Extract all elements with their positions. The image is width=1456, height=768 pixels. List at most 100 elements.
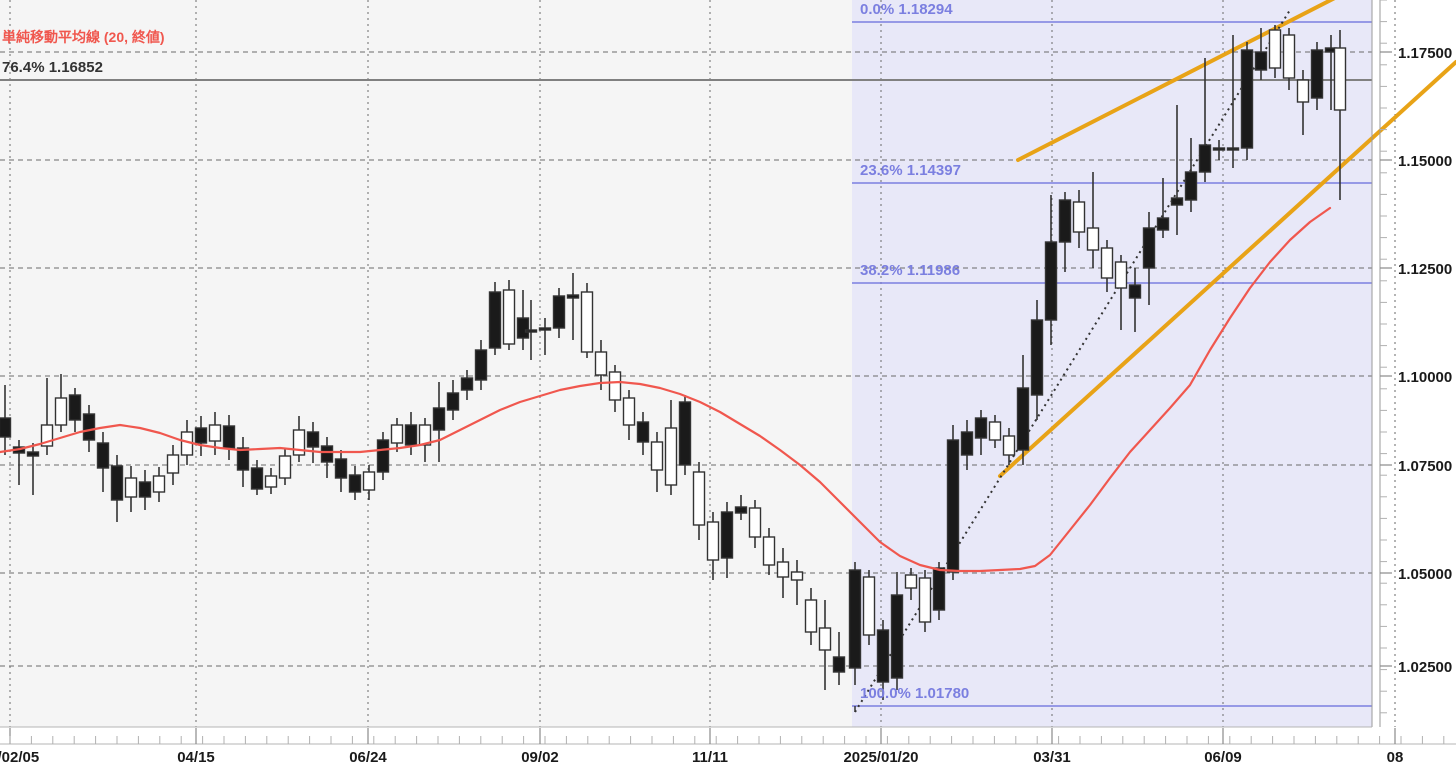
candlestick bbox=[524, 300, 538, 360]
candle-body bbox=[26, 451, 40, 457]
candle-body bbox=[474, 349, 488, 381]
candle-body bbox=[848, 569, 862, 669]
candle-body bbox=[1240, 49, 1254, 149]
candle-body bbox=[376, 439, 390, 473]
candle-body bbox=[1156, 217, 1170, 231]
candle-body bbox=[1184, 171, 1198, 201]
candlestick bbox=[1114, 255, 1128, 330]
candle-body bbox=[552, 295, 566, 329]
candlestick bbox=[124, 466, 138, 512]
candlestick bbox=[306, 422, 320, 463]
candlestick bbox=[580, 283, 594, 358]
candlestick bbox=[1254, 28, 1268, 80]
candlestick bbox=[1333, 30, 1347, 200]
candlestick bbox=[1058, 192, 1072, 272]
candlestick bbox=[932, 562, 946, 620]
candle-body bbox=[292, 429, 306, 456]
candle-body bbox=[622, 397, 636, 426]
candle-body bbox=[138, 481, 152, 498]
candle-body bbox=[832, 656, 846, 673]
candle-body bbox=[446, 392, 460, 411]
candlestick bbox=[1282, 28, 1296, 90]
candlestick bbox=[152, 467, 166, 502]
candle-body bbox=[1128, 284, 1142, 299]
y-axis-tick-label: 1.02500 bbox=[1398, 659, 1452, 676]
candle-body bbox=[1142, 227, 1156, 269]
candlestick bbox=[762, 528, 776, 575]
candlestick bbox=[776, 548, 790, 598]
candle-body bbox=[1254, 51, 1268, 71]
candlestick bbox=[1226, 35, 1240, 168]
candlestick bbox=[890, 572, 904, 690]
candlestick bbox=[608, 365, 622, 412]
candle-body bbox=[264, 475, 278, 488]
candle-body bbox=[306, 431, 320, 448]
candlestick bbox=[974, 410, 988, 455]
candlestick bbox=[138, 470, 152, 510]
candlestick bbox=[790, 560, 804, 605]
candle-body bbox=[0, 417, 12, 438]
y-axis-tick-label: 1.15000 bbox=[1398, 153, 1452, 170]
candlestick bbox=[1212, 140, 1226, 160]
candle-body bbox=[876, 629, 890, 683]
candlestick bbox=[278, 448, 292, 485]
candle-body bbox=[804, 599, 818, 633]
candle-body bbox=[664, 427, 678, 486]
candlestick bbox=[904, 568, 918, 600]
candlestick bbox=[82, 405, 96, 452]
candle-body bbox=[720, 511, 734, 559]
candle-body bbox=[40, 424, 54, 447]
candle-body bbox=[488, 291, 502, 349]
candlestick bbox=[918, 570, 932, 632]
candlestick bbox=[362, 465, 376, 500]
candle-body bbox=[1030, 319, 1044, 396]
x-axis-tick-label: 08 bbox=[1387, 749, 1404, 766]
x-axis-labels: 24/02/05 04/15 06/24 09/02 11/11 2025/01/20 03… bbox=[0, 749, 1403, 766]
candlestick bbox=[594, 340, 608, 390]
dotted-trendline bbox=[854, 9, 1291, 713]
candlestick bbox=[636, 412, 650, 455]
sma-legend-label: 単純移動平均線 (20, 終値) bbox=[2, 29, 165, 45]
candlestick bbox=[1198, 58, 1212, 182]
candlestick bbox=[1184, 138, 1198, 212]
candlestick bbox=[474, 340, 488, 390]
candle-body bbox=[1310, 49, 1324, 99]
candlestick bbox=[0, 385, 12, 455]
candlestick bbox=[1100, 240, 1114, 292]
candlestick bbox=[502, 280, 516, 350]
candlestick bbox=[876, 620, 890, 700]
candle-body bbox=[524, 329, 538, 333]
x-axis-tick-label: 06/24 bbox=[349, 749, 387, 766]
candle-body bbox=[1072, 201, 1086, 233]
candlestick bbox=[720, 502, 734, 578]
candlestick bbox=[960, 420, 974, 470]
x-axis-tick-label: 09/02 bbox=[521, 749, 559, 766]
candle-body bbox=[580, 291, 594, 353]
candlestick bbox=[96, 432, 110, 492]
candlestick bbox=[460, 370, 474, 400]
x-axis-tick-label: 04/15 bbox=[177, 749, 215, 766]
candle-body bbox=[502, 289, 516, 345]
candle-body bbox=[538, 327, 552, 331]
candlestick bbox=[1310, 42, 1324, 110]
channel-upper-line bbox=[1016, 0, 1336, 162]
fibonacci-labels: 0.0% 1.18294 76.4% 1.16852 23.6% 1.14397 38… bbox=[2, 1, 969, 702]
candle-body bbox=[1170, 197, 1184, 206]
candle-body bbox=[932, 567, 946, 611]
plot-border bbox=[0, 0, 1456, 745]
fibonacci-lines bbox=[0, 21, 1372, 707]
candlestick bbox=[818, 600, 832, 690]
candle-body bbox=[946, 439, 960, 573]
candlestick bbox=[1156, 178, 1170, 238]
candlestick bbox=[650, 432, 664, 492]
candle-body bbox=[404, 424, 418, 446]
candlestick bbox=[622, 390, 636, 440]
candlestick bbox=[446, 380, 460, 420]
y-axis-ticks bbox=[1380, 0, 1392, 714]
fibonacci-level-label: 76.4% 1.16852 bbox=[2, 59, 103, 76]
candle-body bbox=[348, 474, 362, 493]
y-axis-tick-label: 1.12500 bbox=[1398, 261, 1452, 278]
candle-body bbox=[776, 561, 790, 578]
